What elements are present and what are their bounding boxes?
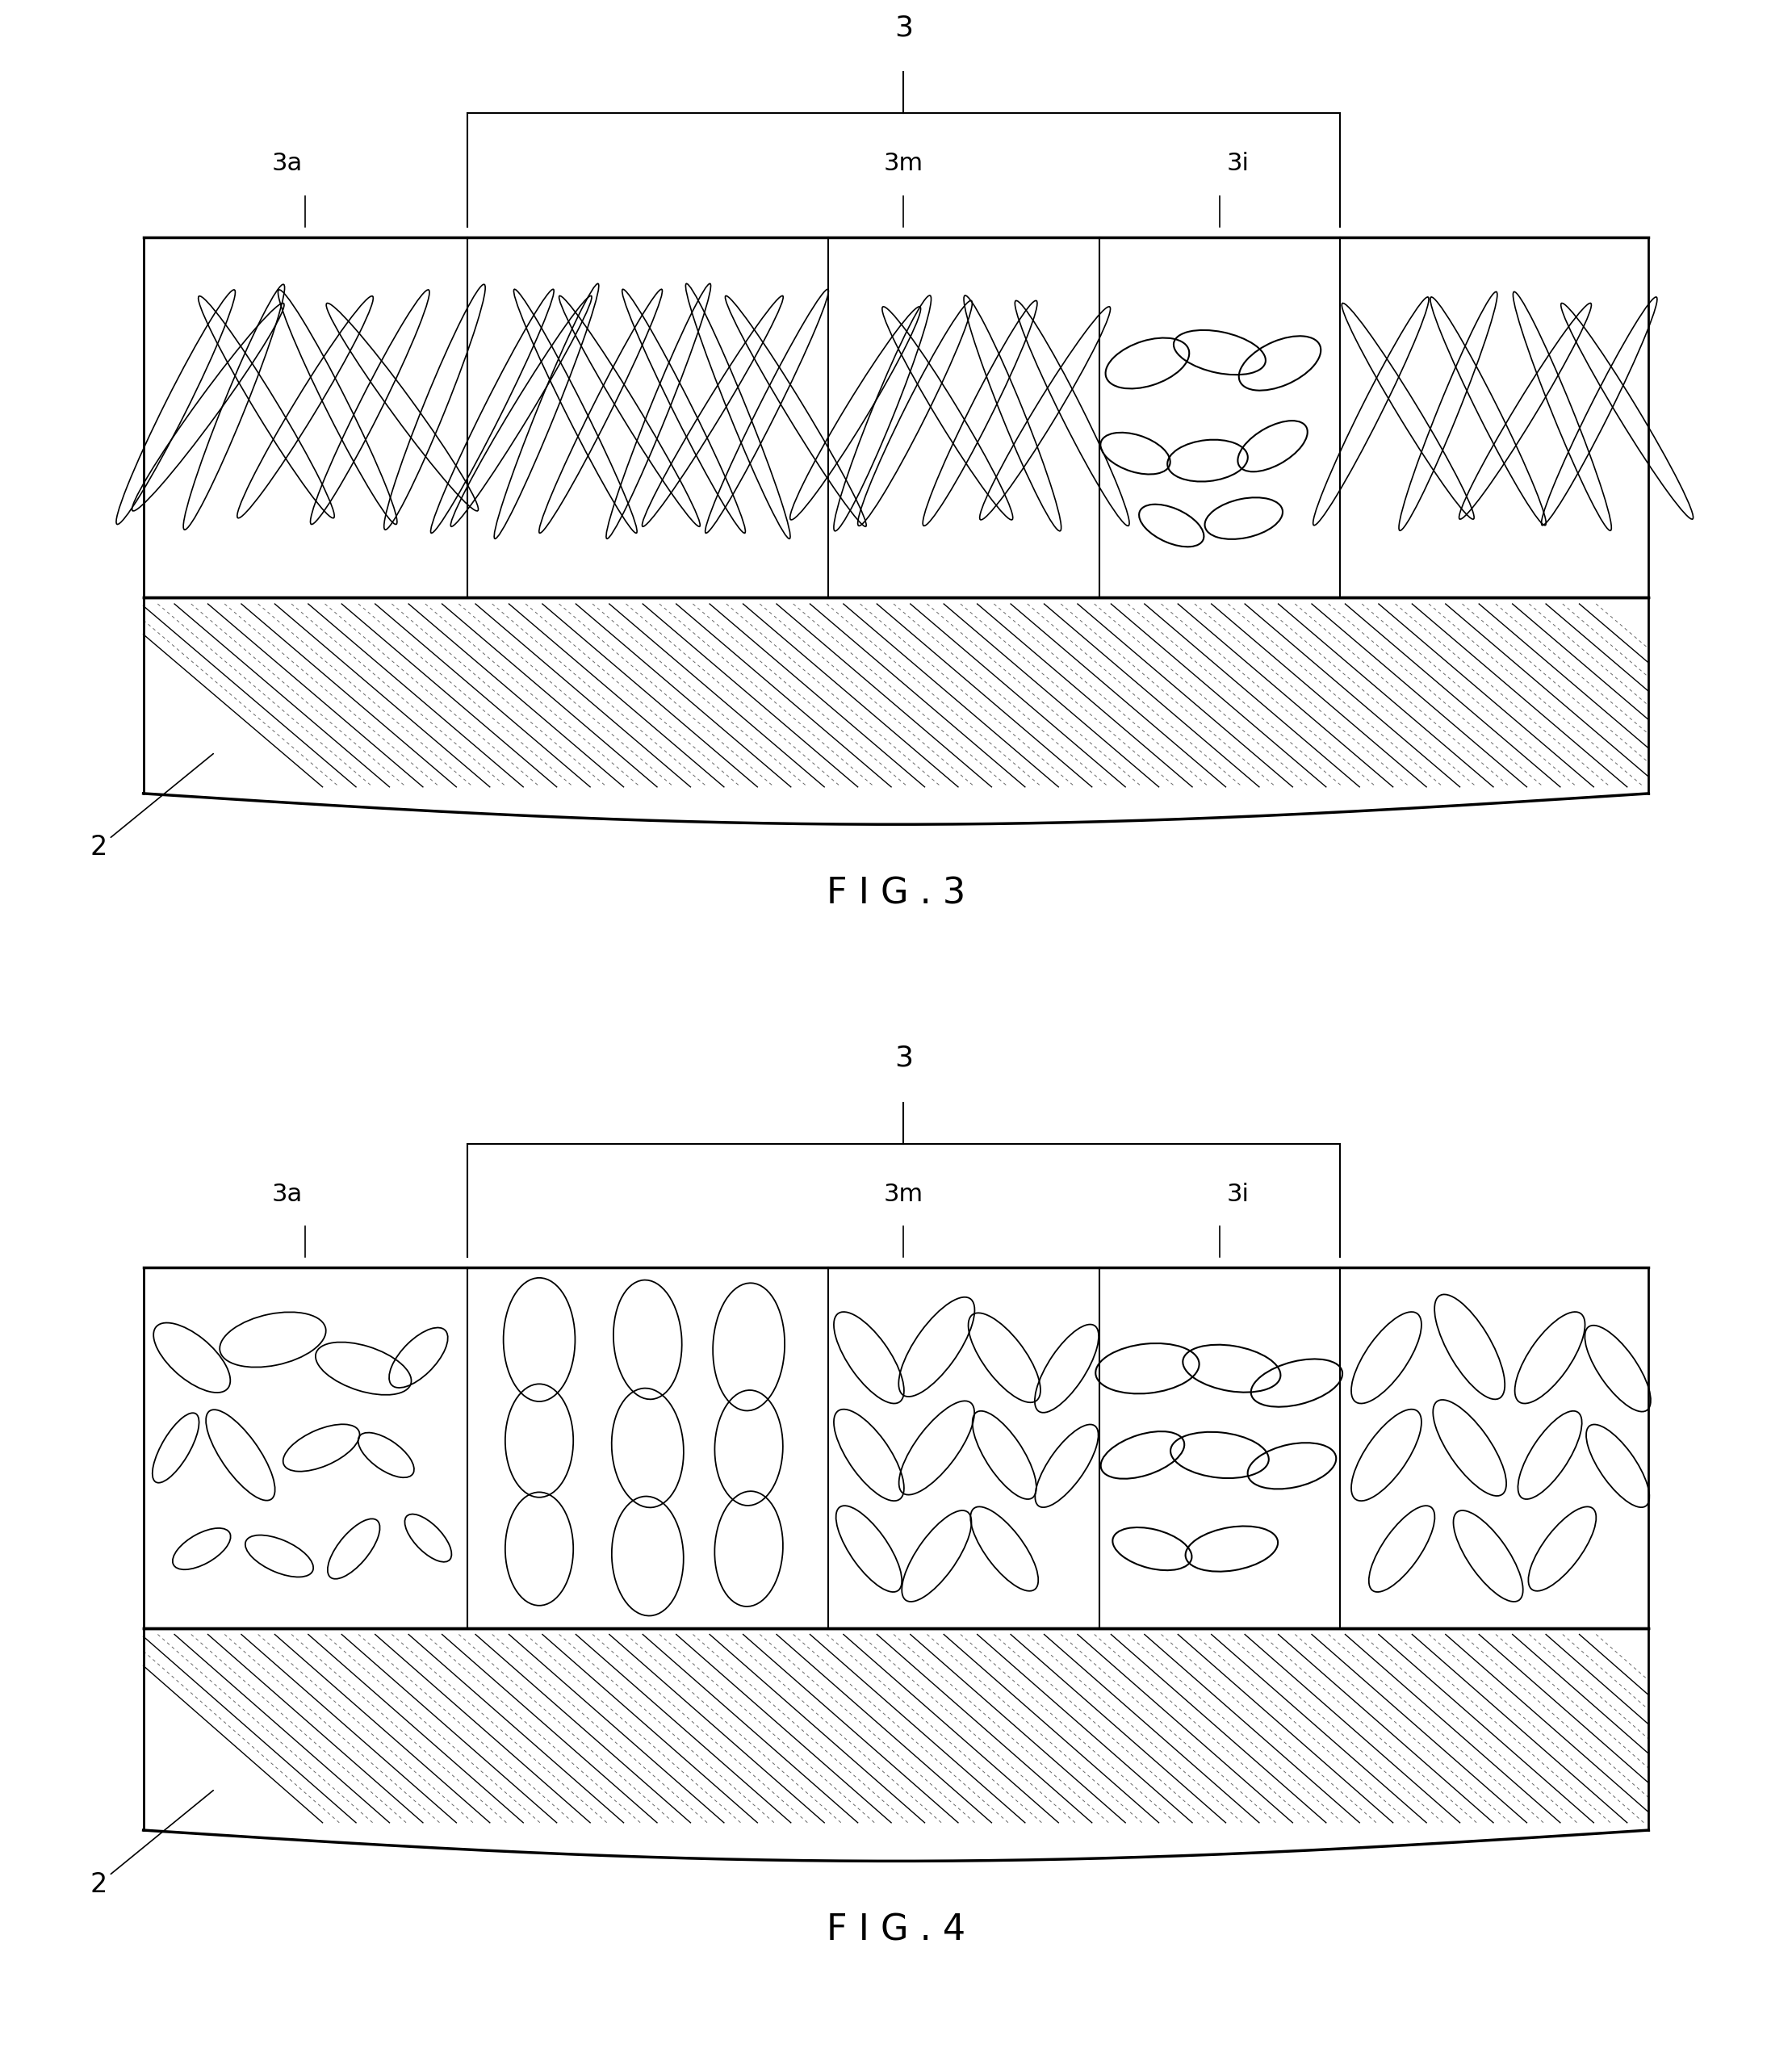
Bar	[143, 237, 1649, 598]
Text: F I G . 3: F I G . 3	[826, 876, 966, 911]
Text: 3a: 3a	[272, 1183, 303, 1206]
Text: 3m: 3m	[883, 153, 923, 175]
Text: 2: 2	[90, 754, 213, 861]
Text: 3i: 3i	[1226, 153, 1249, 175]
Text: 2: 2	[90, 1791, 213, 1898]
Text: F I G . 4: F I G . 4	[826, 1913, 966, 1948]
Text: 3i: 3i	[1226, 1183, 1249, 1206]
Text: 3m: 3m	[883, 1183, 923, 1206]
Bar	[143, 1268, 1649, 1628]
Text: 3a: 3a	[272, 153, 303, 175]
Polygon shape	[143, 1628, 1649, 1861]
Text: 3: 3	[894, 1045, 912, 1072]
Polygon shape	[143, 598, 1649, 824]
Text: 3: 3	[894, 14, 912, 41]
